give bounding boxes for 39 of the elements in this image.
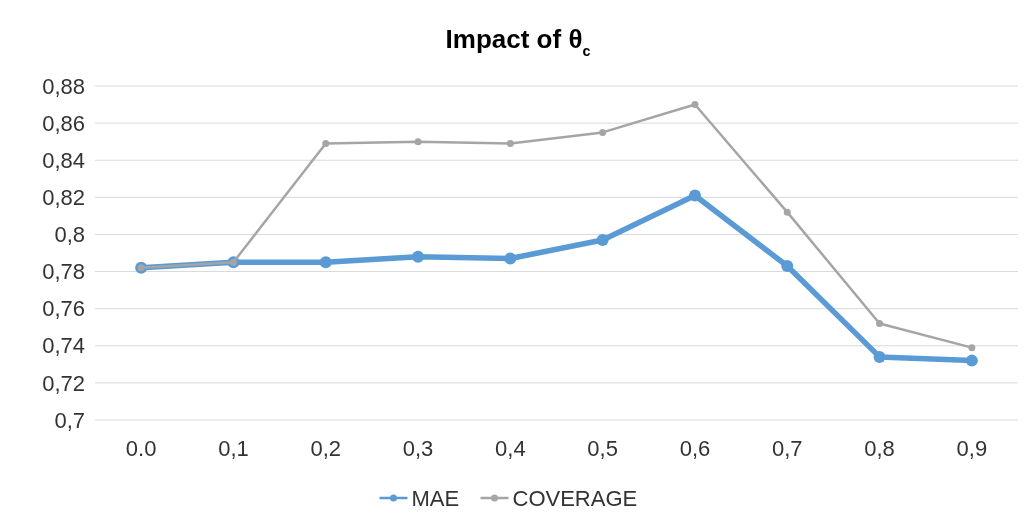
y-tick-label: 0,8 <box>54 222 85 248</box>
x-tick-label: 0,3 <box>402 436 434 461</box>
y-tick-label: 0,84 <box>42 147 85 173</box>
x-tick-label: 0,2 <box>310 436 342 461</box>
x-tick-label: 0,8 <box>864 436 895 461</box>
y-tick-label: 0,76 <box>42 296 85 322</box>
point <box>322 140 330 148</box>
x-tick-label: 0,6 <box>679 436 711 461</box>
point <box>504 252 517 265</box>
legend-label: MAE <box>411 485 460 511</box>
point <box>506 140 514 148</box>
x-tick-label: 0,5 <box>587 436 618 461</box>
y-tick-label: 0,74 <box>42 333 85 359</box>
x-tick-label: 0,4 <box>495 436 526 461</box>
point <box>873 350 886 363</box>
point <box>599 128 607 136</box>
point <box>968 344 976 352</box>
point <box>965 354 978 367</box>
x-tick-label: 0,9 <box>956 436 988 461</box>
point <box>414 138 422 146</box>
point <box>781 259 794 272</box>
point <box>319 256 332 269</box>
point <box>691 101 699 109</box>
y-tick-label: 0,7 <box>54 407 85 433</box>
y-tick-label: 0,78 <box>42 259 85 285</box>
x-tick-label: 0,7 <box>771 436 803 461</box>
legend-label: COVERAGE <box>512 485 638 511</box>
x-tick-label: 0,1 <box>218 436 249 461</box>
point <box>688 189 701 202</box>
chart-title: Impact of θ$_{c}$ <box>445 24 591 59</box>
y-tick-label: 0,82 <box>42 185 85 211</box>
y-tick-label: 0,72 <box>42 370 85 396</box>
x-tick-label: 0.0 <box>125 436 157 461</box>
point <box>596 234 609 247</box>
point <box>412 250 425 263</box>
y-tick-label: 0,86 <box>42 110 85 136</box>
y-tick-label: 0,88 <box>42 73 85 99</box>
point <box>876 320 884 328</box>
point <box>783 208 791 216</box>
